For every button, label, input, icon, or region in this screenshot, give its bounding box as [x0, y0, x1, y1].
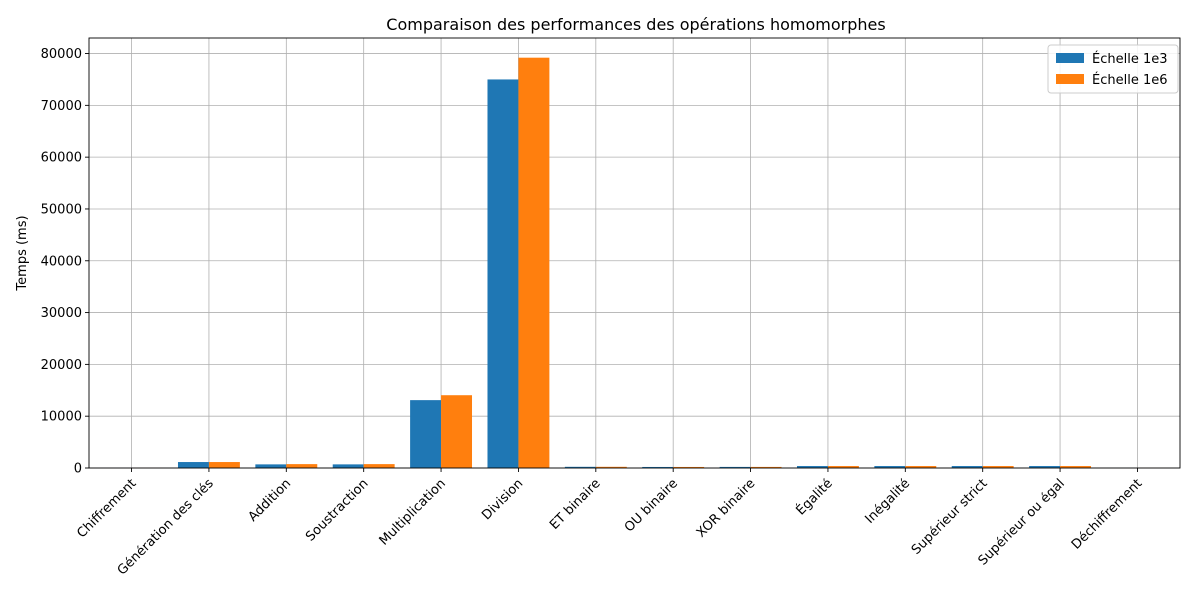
y-tick-label: 40000	[41, 254, 82, 269]
legend-label: Échelle 1e6	[1092, 72, 1168, 88]
x-tick-label: Chiffrement	[74, 476, 139, 541]
y-tick-label: 60000	[41, 151, 82, 166]
bar	[673, 466, 705, 468]
bar	[286, 464, 318, 468]
x-tick-label: XOR binaire	[694, 476, 759, 541]
axes-group: 0 10000 20000 30000 40000 50000 60000 70000 8000…	[41, 37, 1181, 578]
legend: Échelle 1e3 Échelle 1e6	[1047, 44, 1179, 94]
bar	[1029, 466, 1061, 468]
legend-label: Échelle 1e3	[1092, 51, 1168, 67]
legend-swatch	[1056, 74, 1084, 84]
bar	[410, 400, 442, 468]
chart-title: Comparaison des performances des opérati…	[386, 15, 885, 34]
bar	[750, 466, 782, 468]
bar	[1060, 466, 1092, 468]
y-tick-label: 70000	[41, 99, 82, 114]
bar	[796, 466, 828, 468]
x-tick-label: ET binaire	[547, 476, 604, 533]
y-tick-label: 10000	[41, 410, 82, 425]
bar	[363, 464, 395, 468]
x-tick-label: Division	[479, 476, 526, 523]
bar	[487, 79, 519, 468]
x-tick-label: Inégalité	[863, 476, 914, 527]
legend-swatch	[1056, 53, 1084, 63]
grid-lines	[89, 38, 1180, 469]
y-tick-label: 20000	[41, 358, 82, 373]
y-tick-label: 0	[74, 462, 82, 477]
bar	[332, 464, 364, 468]
bars-group	[100, 57, 1169, 469]
x-tick-label: Supérieur strict	[909, 476, 991, 558]
plot-frame	[88, 37, 1181, 469]
bar	[982, 466, 1014, 468]
y-tick-label: 80000	[41, 47, 82, 62]
bar	[441, 395, 473, 468]
bar	[642, 466, 674, 468]
bar	[255, 464, 287, 468]
y-tick-label: 50000	[41, 202, 82, 217]
y-tick-label: 30000	[41, 306, 82, 321]
x-tick-label: Déchiffrement	[1069, 476, 1145, 552]
bar	[719, 466, 751, 468]
bar	[177, 462, 209, 468]
bar	[208, 462, 240, 468]
y-axis-label: Temps (ms)	[15, 215, 30, 291]
bar	[595, 466, 627, 468]
x-tick-label: Addition	[246, 476, 295, 525]
bar	[827, 466, 859, 468]
bar	[518, 57, 550, 469]
bar	[951, 466, 983, 468]
bar	[874, 466, 906, 468]
x-tick-label: Supérieur ou égal	[976, 476, 1068, 568]
bar	[905, 466, 937, 468]
bar	[564, 466, 596, 468]
x-tick-label: Multiplication	[377, 476, 449, 548]
x-tick-label: Soustraction	[303, 476, 371, 544]
x-tick-label: OU binaire	[622, 476, 681, 535]
x-tick-label: Égalité	[793, 476, 836, 519]
